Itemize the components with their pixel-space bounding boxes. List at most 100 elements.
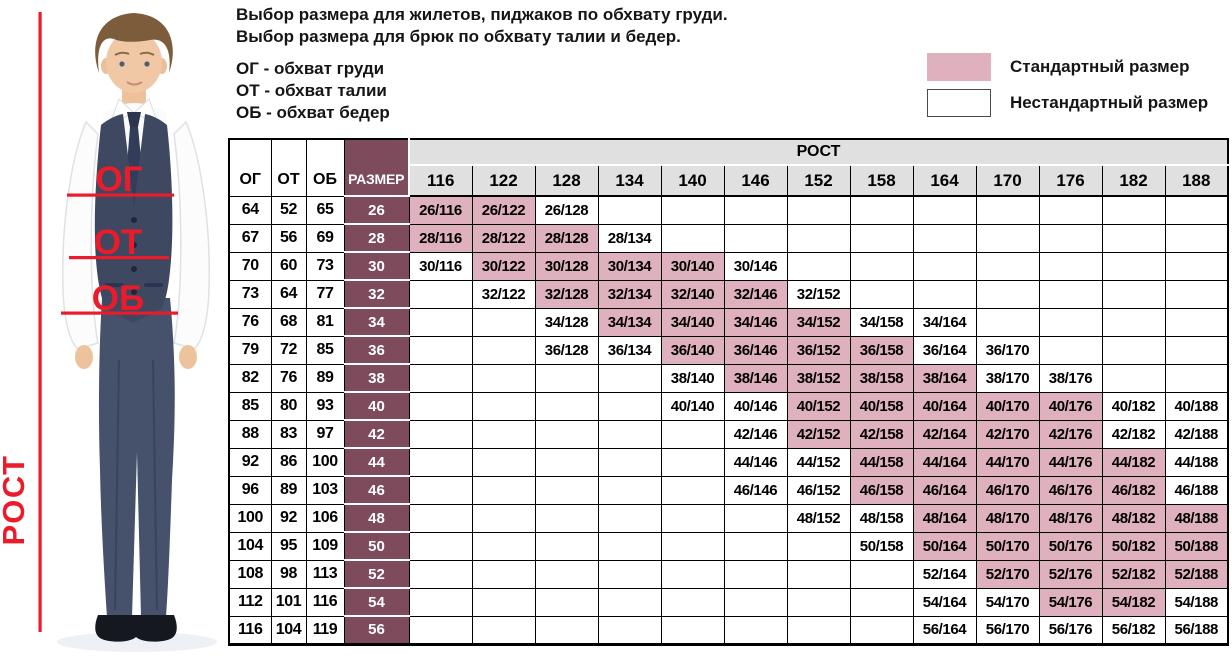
empty-cell <box>912 279 977 309</box>
empty-cell <box>471 335 536 365</box>
legend-row-nonstandard: Нестандартный размер <box>927 88 1208 117</box>
combo-cell-42/182: 42/182 <box>1101 419 1166 449</box>
empty-cell <box>534 363 599 393</box>
combo-cell-40/164: 40/164 <box>912 391 977 421</box>
col-header-ОБ: ОБ <box>305 138 345 197</box>
hips-cell: 103 <box>305 475 345 505</box>
hips-cell: 81 <box>305 307 345 337</box>
empty-cell <box>723 587 788 617</box>
standard-size-swatch <box>927 52 991 81</box>
empty-cell <box>1038 307 1103 337</box>
empty-cell <box>408 279 473 309</box>
table-row-size-54: 112 101 116 54 54/164 54/170 54/176 54/182 54/18… <box>228 587 1229 617</box>
empty-cell <box>471 475 536 505</box>
combo-cell-34/152: 34/152 <box>786 307 851 337</box>
combo-cell-56/188: 56/188 <box>1164 615 1229 646</box>
empty-cell <box>534 475 599 505</box>
combo-cell-48/152: 48/152 <box>786 503 851 533</box>
combo-cell-48/158: 48/158 <box>849 503 914 533</box>
combo-cell-42/170: 42/170 <box>975 419 1040 449</box>
size-cell: 30 <box>343 251 410 281</box>
empty-cell <box>1038 251 1103 281</box>
hips-cell: 85 <box>305 335 345 365</box>
combo-cell-26/122: 26/122 <box>471 195 536 225</box>
col-header-size: РАЗМЕР <box>343 138 410 197</box>
size-table-body: 64 52 65 26 26/116 26/122 26/128 67 56 69 28 28/116… <box>228 195 1229 646</box>
chest-cell: 79 <box>228 335 272 365</box>
combo-cell-46/152: 46/152 <box>786 475 851 505</box>
size-cell: 42 <box>343 419 410 449</box>
hips-cell: 89 <box>305 363 345 393</box>
empty-cell <box>723 559 788 589</box>
empty-cell <box>1101 251 1166 281</box>
combo-cell-30/116: 30/116 <box>408 251 473 281</box>
height-header-170: 170 <box>975 164 1040 197</box>
combo-cell-50/164: 50/164 <box>912 531 977 561</box>
empty-cell <box>1101 279 1166 309</box>
empty-cell <box>912 223 977 253</box>
combo-cell-38/140: 38/140 <box>660 363 725 393</box>
empty-cell <box>660 587 725 617</box>
empty-cell <box>534 587 599 617</box>
empty-cell <box>723 503 788 533</box>
combo-cell-52/176: 52/176 <box>1038 559 1103 589</box>
table-row-size-48: 100 92 106 48 48/152 48/158 48/164 48/170 48/176… <box>228 503 1229 533</box>
combo-cell-56/164: 56/164 <box>912 615 977 646</box>
empty-cell <box>1164 223 1229 253</box>
empty-cell <box>660 475 725 505</box>
height-header-188: 188 <box>1164 164 1229 197</box>
combo-cell-40/146: 40/146 <box>723 391 788 421</box>
abbr-waist: ОТ - обхват талии <box>236 81 387 100</box>
hips-cell: 119 <box>305 615 345 646</box>
empty-cell <box>1164 335 1229 365</box>
empty-cell <box>471 391 536 421</box>
table-row-size-56: 116 104 119 56 56/164 56/170 56/176 56/182 56/18… <box>228 615 1229 646</box>
table-row-size-40: 85 80 93 40 40/140 40/146 40/152 40/158 40/164 40… <box>228 391 1229 421</box>
chest-cell: 82 <box>228 363 272 393</box>
empty-cell <box>408 419 473 449</box>
combo-cell-40/182: 40/182 <box>1101 391 1166 421</box>
empty-cell <box>723 223 788 253</box>
height-header-128: 128 <box>534 164 599 197</box>
empty-cell <box>408 335 473 365</box>
combo-cell-34/128: 34/128 <box>534 307 599 337</box>
combo-cell-38/164: 38/164 <box>912 363 977 393</box>
combo-cell-50/158: 50/158 <box>849 531 914 561</box>
combo-cell-56/170: 56/170 <box>975 615 1040 646</box>
height-header-122: 122 <box>471 164 536 197</box>
combo-cell-26/116: 26/116 <box>408 195 473 225</box>
empty-cell <box>534 503 599 533</box>
hips-cell: 93 <box>305 391 345 421</box>
empty-cell <box>408 615 473 646</box>
combo-cell-40/140: 40/140 <box>660 391 725 421</box>
abbreviations: ОГ - обхват груди ОТ - обхват талии ОБ -… <box>236 58 390 124</box>
waist-cell: 104 <box>270 615 307 646</box>
combo-cell-52/182: 52/182 <box>1101 559 1166 589</box>
empty-cell <box>723 195 788 225</box>
legend: Стандартный размер Нестандартный размер <box>927 52 1208 124</box>
chest-cell: 104 <box>228 531 272 561</box>
empty-cell <box>1101 195 1166 225</box>
combo-cell-46/158: 46/158 <box>849 475 914 505</box>
col-header-ОТ: ОТ <box>270 138 307 197</box>
combo-cell-50/182: 50/182 <box>1101 531 1166 561</box>
empty-cell <box>660 447 725 477</box>
combo-cell-44/152: 44/152 <box>786 447 851 477</box>
empty-cell <box>849 223 914 253</box>
combo-cell-32/134: 32/134 <box>597 279 662 309</box>
combo-cell-38/158: 38/158 <box>849 363 914 393</box>
hips-cell: 97 <box>305 419 345 449</box>
combo-cell-32/152: 32/152 <box>786 279 851 309</box>
waist-line <box>69 256 169 260</box>
empty-cell <box>912 195 977 225</box>
empty-cell <box>660 419 725 449</box>
chest-cell: 116 <box>228 615 272 646</box>
size-cell: 56 <box>343 615 410 646</box>
empty-cell <box>975 223 1040 253</box>
size-cell: 48 <box>343 503 410 533</box>
empty-cell <box>471 307 536 337</box>
table-row-size-50: 104 95 109 50 50/158 50/164 50/170 50/176 50/182… <box>228 531 1229 561</box>
combo-cell-46/182: 46/182 <box>1101 475 1166 505</box>
table-row-size-26: 64 52 65 26 26/116 26/122 26/128 <box>228 195 1229 225</box>
empty-cell <box>408 531 473 561</box>
